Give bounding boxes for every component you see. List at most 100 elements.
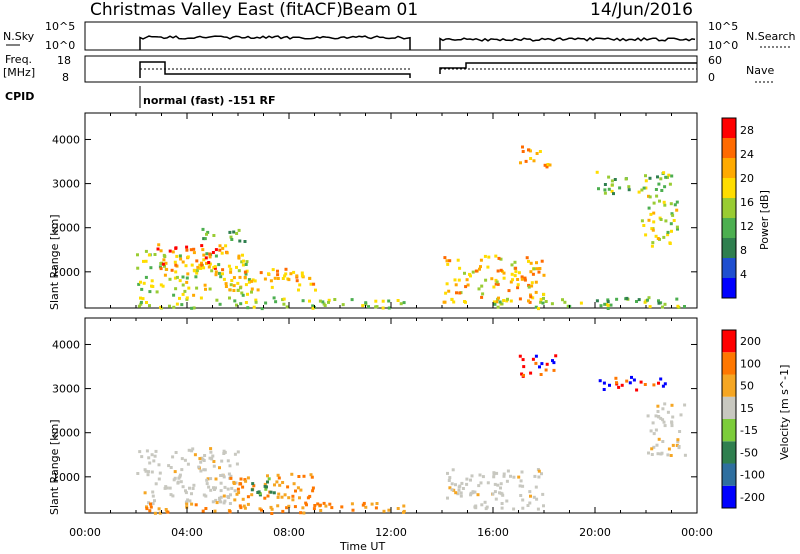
echo-cell xyxy=(664,175,668,179)
echo-cell xyxy=(507,289,511,293)
echo-cell xyxy=(635,388,639,392)
echo-cell xyxy=(203,468,207,472)
echo-cell xyxy=(595,299,599,303)
echo-cell xyxy=(218,499,222,502)
echo-cell xyxy=(176,480,180,484)
echo-cell xyxy=(157,463,161,467)
echo-cell xyxy=(666,410,670,414)
echo-cell xyxy=(505,299,509,303)
echo-cell xyxy=(492,300,496,304)
echo-cell xyxy=(656,404,660,408)
echo-cell xyxy=(143,468,147,472)
echo-cell xyxy=(657,301,661,305)
x-tick-label: 00:00 xyxy=(69,526,101,539)
echo-cell xyxy=(512,507,516,511)
echo-cell xyxy=(598,379,602,383)
echo-cell xyxy=(538,267,542,270)
echo-cell xyxy=(499,486,502,490)
echo-cell xyxy=(465,482,469,486)
echo-cell xyxy=(483,500,487,504)
echo-cell xyxy=(656,410,660,413)
echo-cell xyxy=(646,414,650,418)
echo-cell xyxy=(233,498,237,502)
echo-cell xyxy=(642,224,646,227)
echo-cell xyxy=(226,459,230,463)
echo-cell xyxy=(183,289,187,293)
echo-cell xyxy=(178,473,182,477)
echo-cell xyxy=(281,509,285,513)
echo-cell xyxy=(254,300,258,304)
echo-cell xyxy=(529,293,532,297)
echo-cell xyxy=(239,506,243,510)
echo-cell xyxy=(191,487,195,490)
nave-tick-bottom: 0 xyxy=(708,71,715,84)
echo-cell xyxy=(651,228,655,232)
echo-cell xyxy=(502,276,506,280)
echo-cell xyxy=(456,258,460,262)
echo-cell xyxy=(514,270,518,274)
echo-cell xyxy=(474,269,478,273)
echo-cell xyxy=(145,449,149,453)
echo-cell xyxy=(267,272,270,276)
echo-cell xyxy=(509,280,513,284)
echo-cell xyxy=(676,438,680,442)
echo-cell xyxy=(375,305,379,309)
echo-cell xyxy=(237,228,241,232)
echo-cell xyxy=(161,262,165,266)
echo-cell xyxy=(302,474,306,478)
echo-cell xyxy=(253,279,257,283)
echo-cell xyxy=(232,284,236,288)
colorbar-swatch xyxy=(722,485,736,508)
echo-cell xyxy=(529,261,533,265)
echo-cell xyxy=(525,256,529,260)
nsky-tick-top: 10^5 xyxy=(45,20,75,33)
echo-cell xyxy=(238,504,242,508)
echo-cell xyxy=(282,297,286,301)
echo-cell xyxy=(632,378,636,382)
echo-cell xyxy=(663,382,667,386)
echo-cell xyxy=(198,457,202,461)
echo-cell xyxy=(670,174,674,178)
echo-cell xyxy=(668,242,672,245)
echo-cell xyxy=(292,270,296,274)
echo-cell xyxy=(610,183,614,187)
echo-cell xyxy=(198,263,202,267)
echo-cell xyxy=(642,186,646,190)
echo-cell xyxy=(237,269,241,273)
echo-cell xyxy=(273,276,277,280)
colorbar-tick-label: 24 xyxy=(740,148,754,161)
nsky-tick-bottom: 10^0 xyxy=(45,39,75,52)
echo-cell xyxy=(539,373,543,376)
echo-cell xyxy=(516,286,520,290)
echo-cell xyxy=(541,492,545,496)
echo-cell xyxy=(186,462,190,466)
echo-cell xyxy=(194,503,198,507)
echo-cell xyxy=(519,479,523,483)
echo-cell xyxy=(599,304,603,308)
echo-cell xyxy=(202,459,206,462)
echo-cell xyxy=(387,508,391,512)
echo-cell xyxy=(232,480,236,484)
echo-cell xyxy=(521,358,525,362)
echo-cell xyxy=(542,296,545,300)
echo-cell xyxy=(243,275,247,279)
echo-cell xyxy=(499,268,503,272)
echo-cell xyxy=(492,285,496,289)
echo-cell xyxy=(652,211,656,215)
echo-cell xyxy=(533,474,537,478)
echo-cell xyxy=(227,264,231,268)
velocity-colorbar: 200 100 50 15 -15 -50 -100 -200 xyxy=(721,329,765,509)
echo-cell xyxy=(257,490,261,494)
echo-cell xyxy=(194,275,198,279)
echo-cell xyxy=(229,235,233,239)
echo-cell xyxy=(199,469,203,473)
echo-cell xyxy=(670,403,674,407)
echo-cell xyxy=(647,451,650,455)
echo-cell xyxy=(296,486,300,490)
echo-cell xyxy=(649,429,653,433)
echo-cell xyxy=(486,481,490,485)
echo-cell xyxy=(461,487,465,490)
echo-cell xyxy=(521,506,525,510)
echo-cell xyxy=(520,277,524,281)
echo-cell xyxy=(651,241,655,245)
